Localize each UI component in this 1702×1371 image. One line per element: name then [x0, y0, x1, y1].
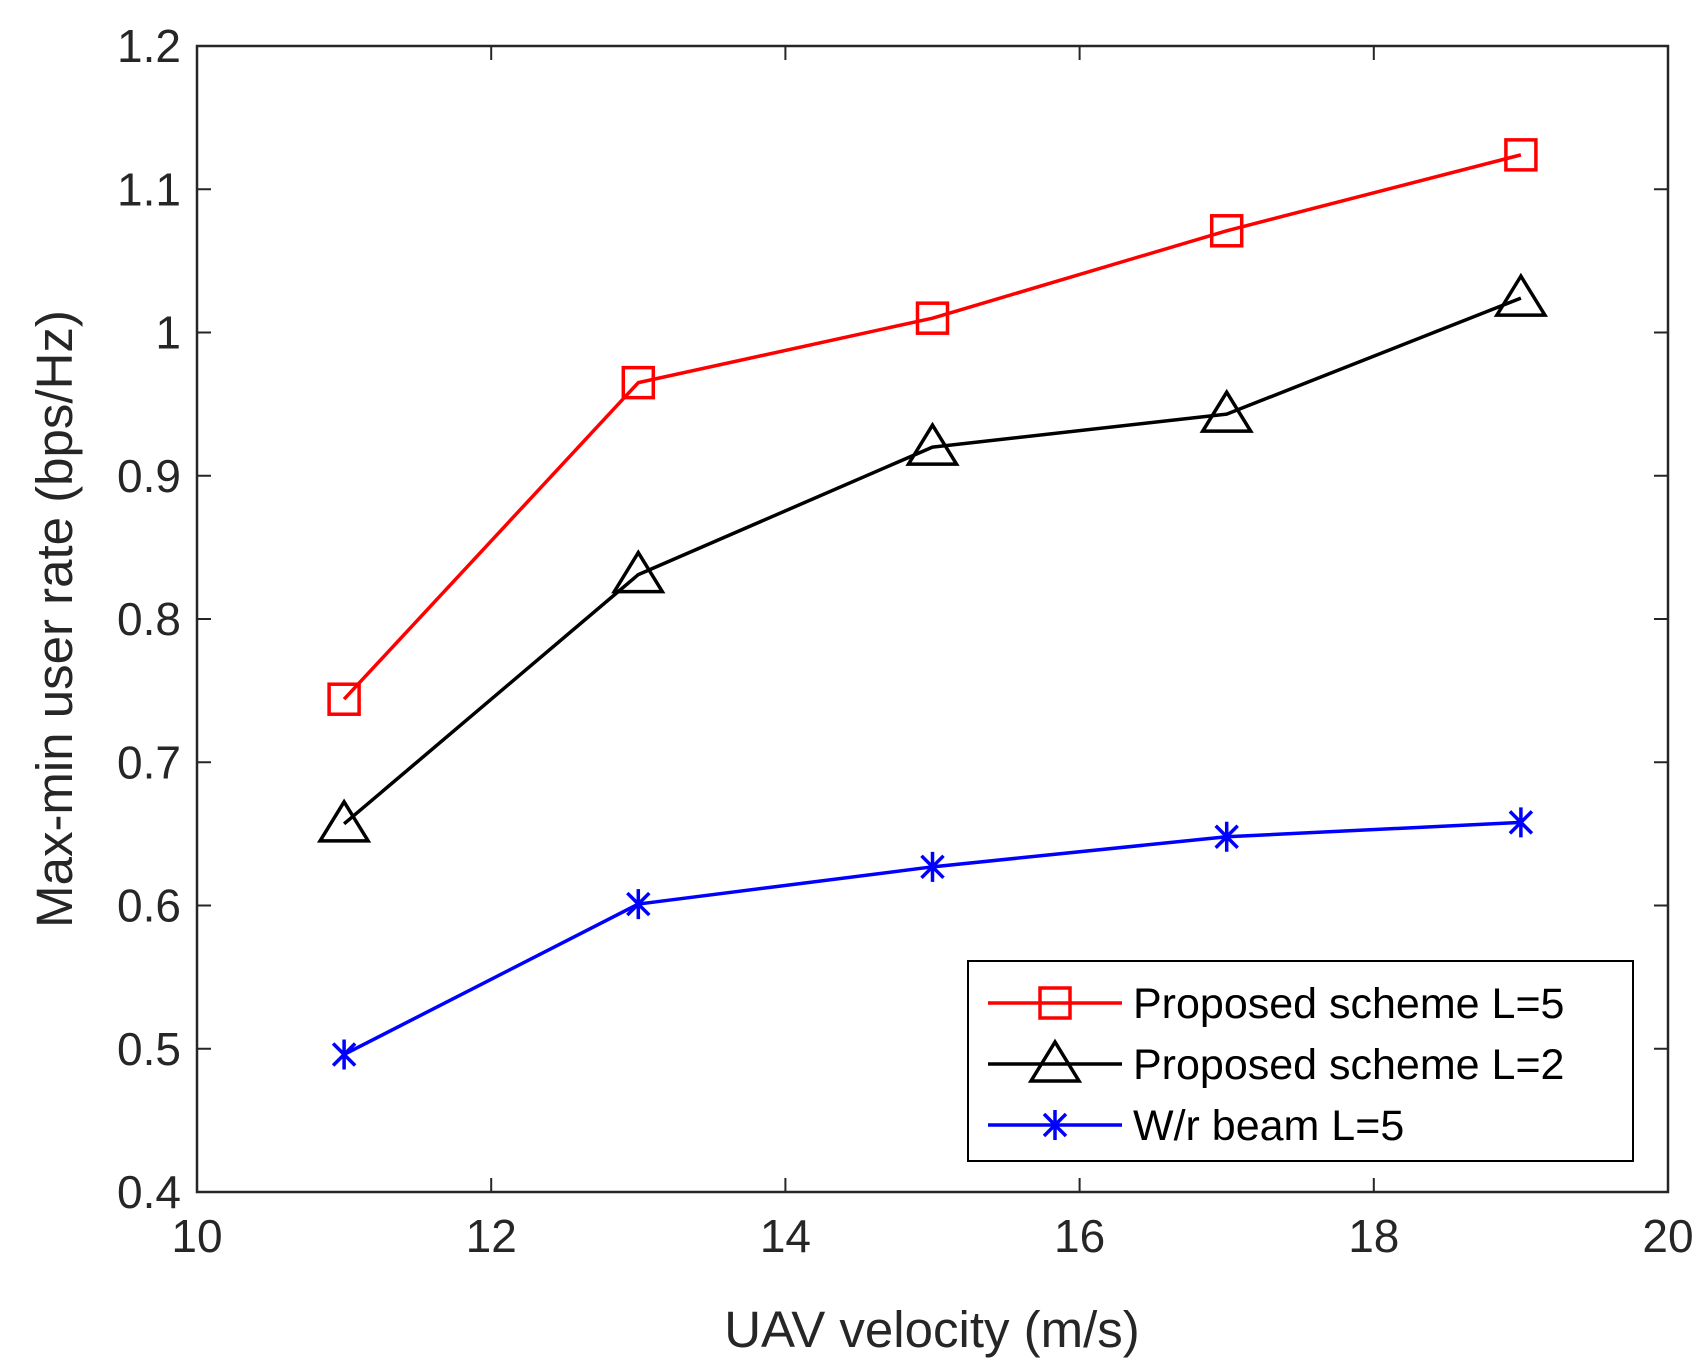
legend-label: Proposed scheme L=2 [1133, 1041, 1564, 1089]
legend-marker-triangle [1027, 1038, 1083, 1083]
legend-item-proposed-scheme-l-2: Proposed scheme L=2 [988, 1038, 1564, 1089]
series-w-r-beam-l-5 [331, 807, 1534, 1070]
data-point-w-r-beam-l-5 [331, 1039, 357, 1070]
legend-label: Proposed scheme L=5 [1133, 980, 1564, 1028]
data-point-proposed-scheme-l-2 [611, 549, 666, 594]
data-point-proposed-scheme-l-5 [1209, 214, 1244, 248]
data-point-w-r-beam-l-5 [920, 851, 945, 882]
series-proposed-scheme-l-5 [327, 138, 1538, 716]
series-line-proposed-scheme-l-5 [342, 153, 1522, 701]
x-tick-label: 20 [1642, 1210, 1693, 1262]
x-tick-label: 12 [466, 1210, 517, 1262]
legend-box [967, 960, 1634, 1162]
data-point-proposed-scheme-l-5 [327, 682, 361, 716]
data-point-w-r-beam-l-5 [1214, 821, 1239, 852]
data-point-w-r-beam-l-5 [1508, 807, 1534, 838]
legend-marker-asterisk [1042, 1110, 1068, 1140]
legend: Proposed scheme L=5 Proposed scheme L=2 W/… [967, 960, 1634, 1162]
y-tick-label: 0.4 [117, 1166, 181, 1218]
x-tick-label: 14 [760, 1210, 811, 1262]
x-tick-label: 16 [1054, 1210, 1105, 1262]
legend-label: W/r beam L=5 [1133, 1102, 1404, 1150]
x-axis-label: UAV velocity (m/s) [724, 1301, 1140, 1358]
legend-marker-square [1038, 986, 1072, 1020]
data-point-proposed-scheme-l-2 [316, 798, 372, 843]
y-tick-label: 0.5 [117, 1023, 181, 1075]
data-point-proposed-scheme-l-2 [1199, 388, 1254, 433]
y-tick-label: 0.7 [117, 736, 181, 788]
y-tick-label: 0.6 [117, 880, 181, 932]
legend-item-w-r-beam-l-5: W/r beam L=5 [988, 1102, 1404, 1150]
y-tick-label: 1 [155, 307, 181, 359]
x-tick-label: 10 [171, 1210, 222, 1262]
y-tick-label: 0.8 [117, 593, 181, 645]
x-tick-label: 18 [1348, 1210, 1399, 1262]
series-proposed-scheme-l-2 [316, 272, 1549, 843]
axis-ticks: 10 12 14 16 18 20 0.4 0.5 0.6 0.7 0.8 0.9 1 1.1 1.2 [117, 20, 1694, 1262]
y-tick-label: 1.2 [117, 20, 181, 72]
data-point-proposed-scheme-l-5 [1504, 138, 1538, 172]
legend-item-proposed-scheme-l-5: Proposed scheme L=5 [988, 980, 1564, 1028]
series-line-proposed-scheme-l-2 [342, 296, 1522, 826]
y-tick-label: 1.1 [117, 163, 181, 215]
data-point-w-r-beam-l-5 [626, 889, 651, 920]
data-point-proposed-scheme-l-2 [1493, 272, 1549, 317]
y-axis-label: Max-min user rate (bps/Hz) [26, 310, 83, 928]
data-point-proposed-scheme-l-2 [905, 421, 960, 466]
series-layer [316, 138, 1549, 1070]
data-point-proposed-scheme-l-5 [621, 365, 656, 400]
data-point-proposed-scheme-l-5 [915, 301, 950, 335]
y-tick-label: 0.9 [117, 450, 181, 502]
